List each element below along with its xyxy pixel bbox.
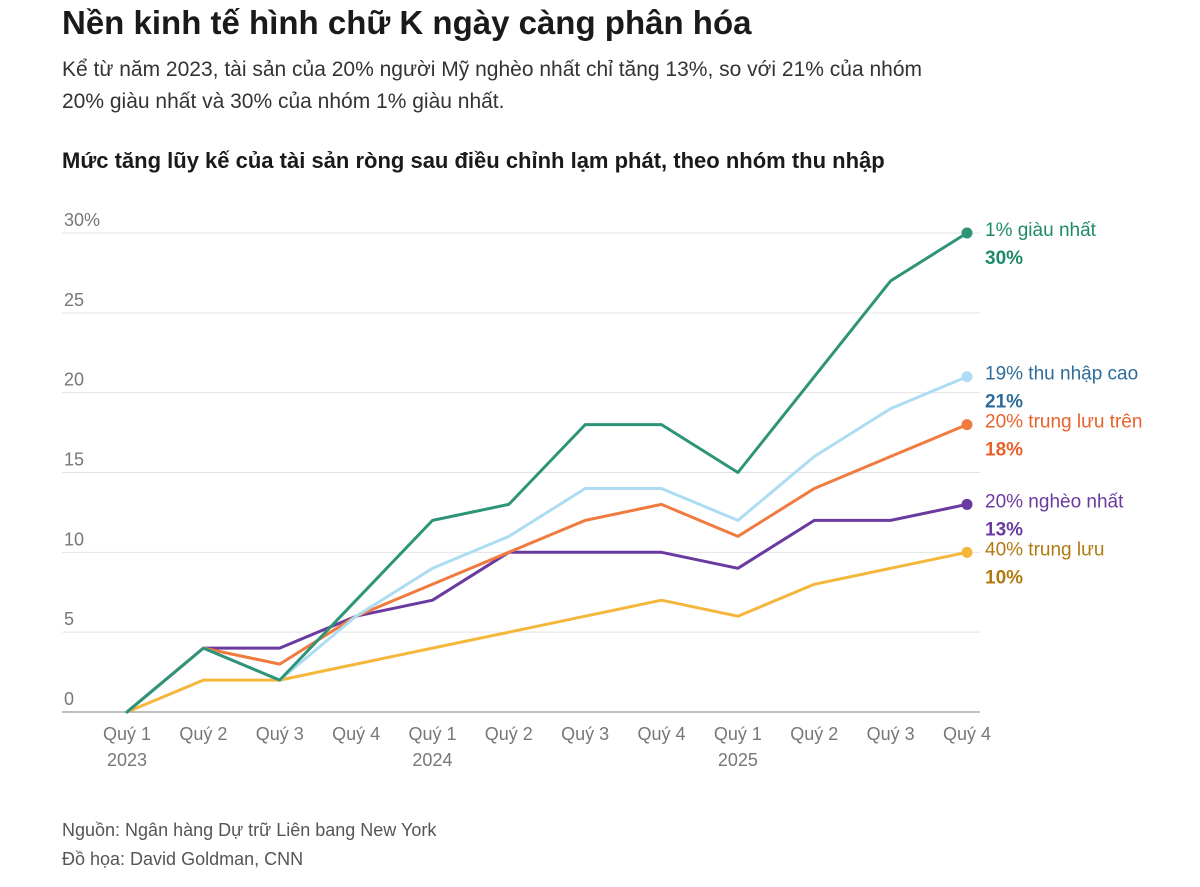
series-line (125, 375, 969, 714)
x-year-label: 2024 (412, 750, 452, 770)
series-name-label: 20% nghèo nhất (985, 491, 1124, 512)
x-year-label: 2023 (107, 750, 147, 770)
y-tick-label: 25 (64, 290, 84, 310)
series-end-point (961, 546, 973, 558)
x-tick-label: Quý 1 (103, 724, 151, 744)
y-tick-label: 30% (64, 210, 100, 230)
x-tick-label: Quý 2 (485, 724, 533, 744)
x-tick-label: Quý 2 (179, 724, 227, 744)
series-name-label: 19% thu nhập cao (985, 364, 1138, 385)
x-tick-label: Quý 4 (943, 724, 991, 744)
x-tick-label: Quý 3 (867, 724, 915, 744)
chart-title: Mức tăng lũy kế của tài sản ròng sau điề… (62, 148, 885, 173)
series-value-label: 13% (985, 519, 1023, 540)
series-name-label: 1% giàu nhất (985, 220, 1097, 241)
x-tick-label: Quý 4 (638, 724, 686, 744)
series-line (125, 550, 969, 714)
series-name-label: 40% trung lưu (985, 539, 1104, 560)
y-tick-label: 10 (64, 529, 84, 549)
series-line (125, 423, 969, 714)
x-year-label: 2025 (718, 750, 758, 770)
series-value-label: 10% (985, 567, 1023, 588)
series-end-point (961, 498, 973, 510)
page-subtitle: Kể từ năm 2023, tài sản của 20% người Mỹ… (62, 58, 922, 113)
y-tick-label: 5 (64, 609, 74, 629)
y-tick-label: 20 (64, 370, 84, 390)
series-end-point (961, 227, 973, 239)
credit-note: Đồ họa: David Goldman, CNN (62, 849, 304, 869)
y-tick-label: 15 (64, 450, 84, 470)
source-note: Nguồn: Ngân hàng Dự trữ Liên bang New Yo… (62, 820, 437, 840)
series-end-point (961, 371, 973, 383)
series-value-label: 30% (985, 248, 1023, 269)
series-value-label: 21% (985, 392, 1023, 413)
y-tick-label: 0 (64, 689, 74, 709)
x-tick-label: Quý 2 (790, 724, 838, 744)
series-end-point (961, 419, 973, 431)
page-title: Nền kinh tế hình chữ K ngày càng phân hó… (62, 4, 752, 41)
series-line (125, 502, 969, 714)
x-tick-label: Quý 3 (256, 724, 304, 744)
x-tick-label: Quý 4 (332, 724, 380, 744)
series-value-label: 18% (985, 440, 1023, 461)
series-name-label: 20% trung lưu trên (985, 412, 1142, 433)
x-tick-label: Quý 1 (408, 724, 456, 744)
x-tick-label: Quý 3 (561, 724, 609, 744)
series-line (125, 231, 969, 714)
x-tick-label: Quý 1 (714, 724, 762, 744)
